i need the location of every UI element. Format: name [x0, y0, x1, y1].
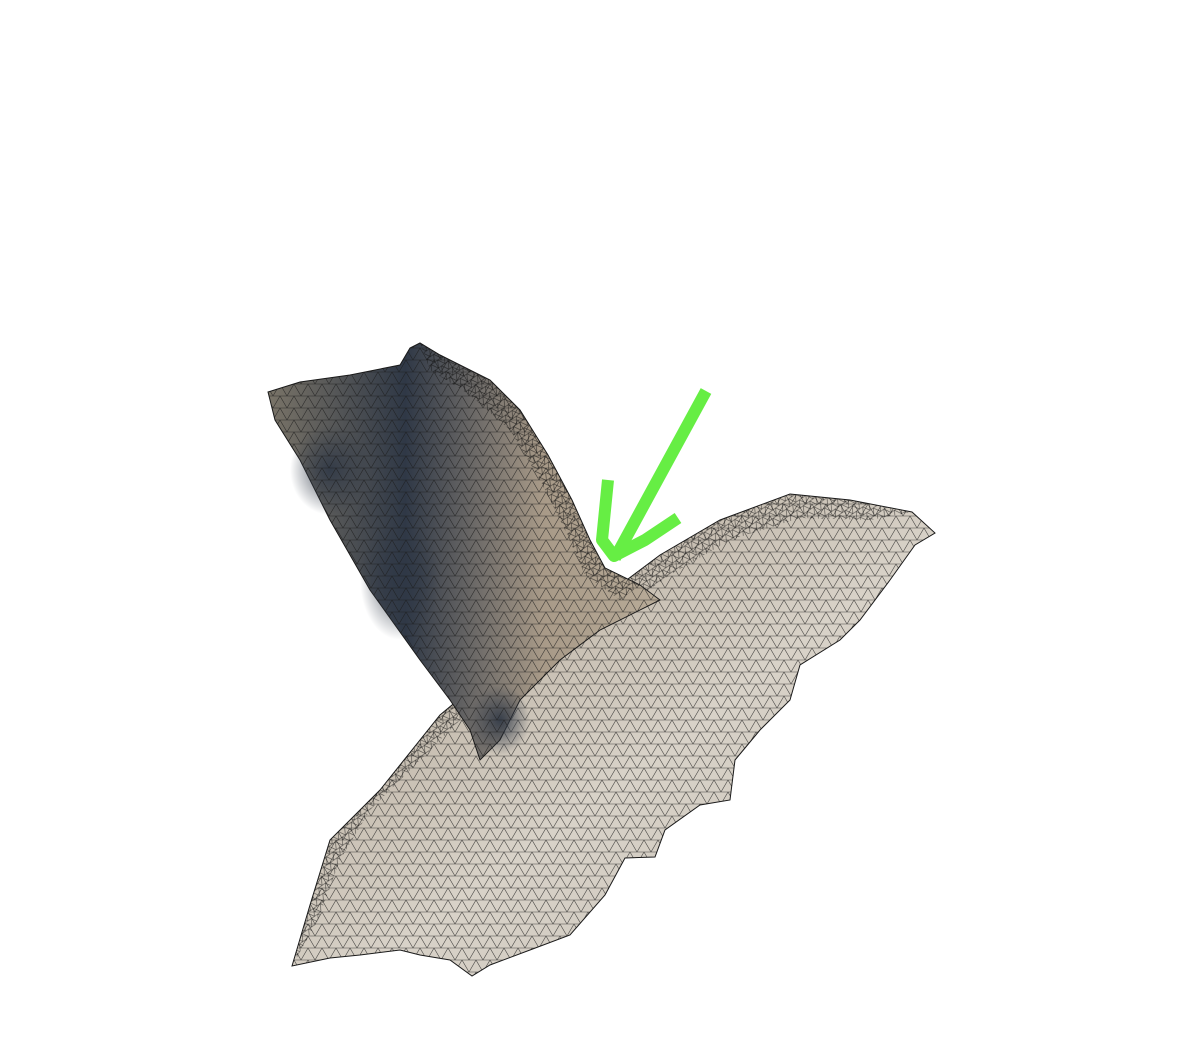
mesh-stem: [267, 342, 661, 761]
arrow-down-left-icon: [596, 388, 712, 562]
